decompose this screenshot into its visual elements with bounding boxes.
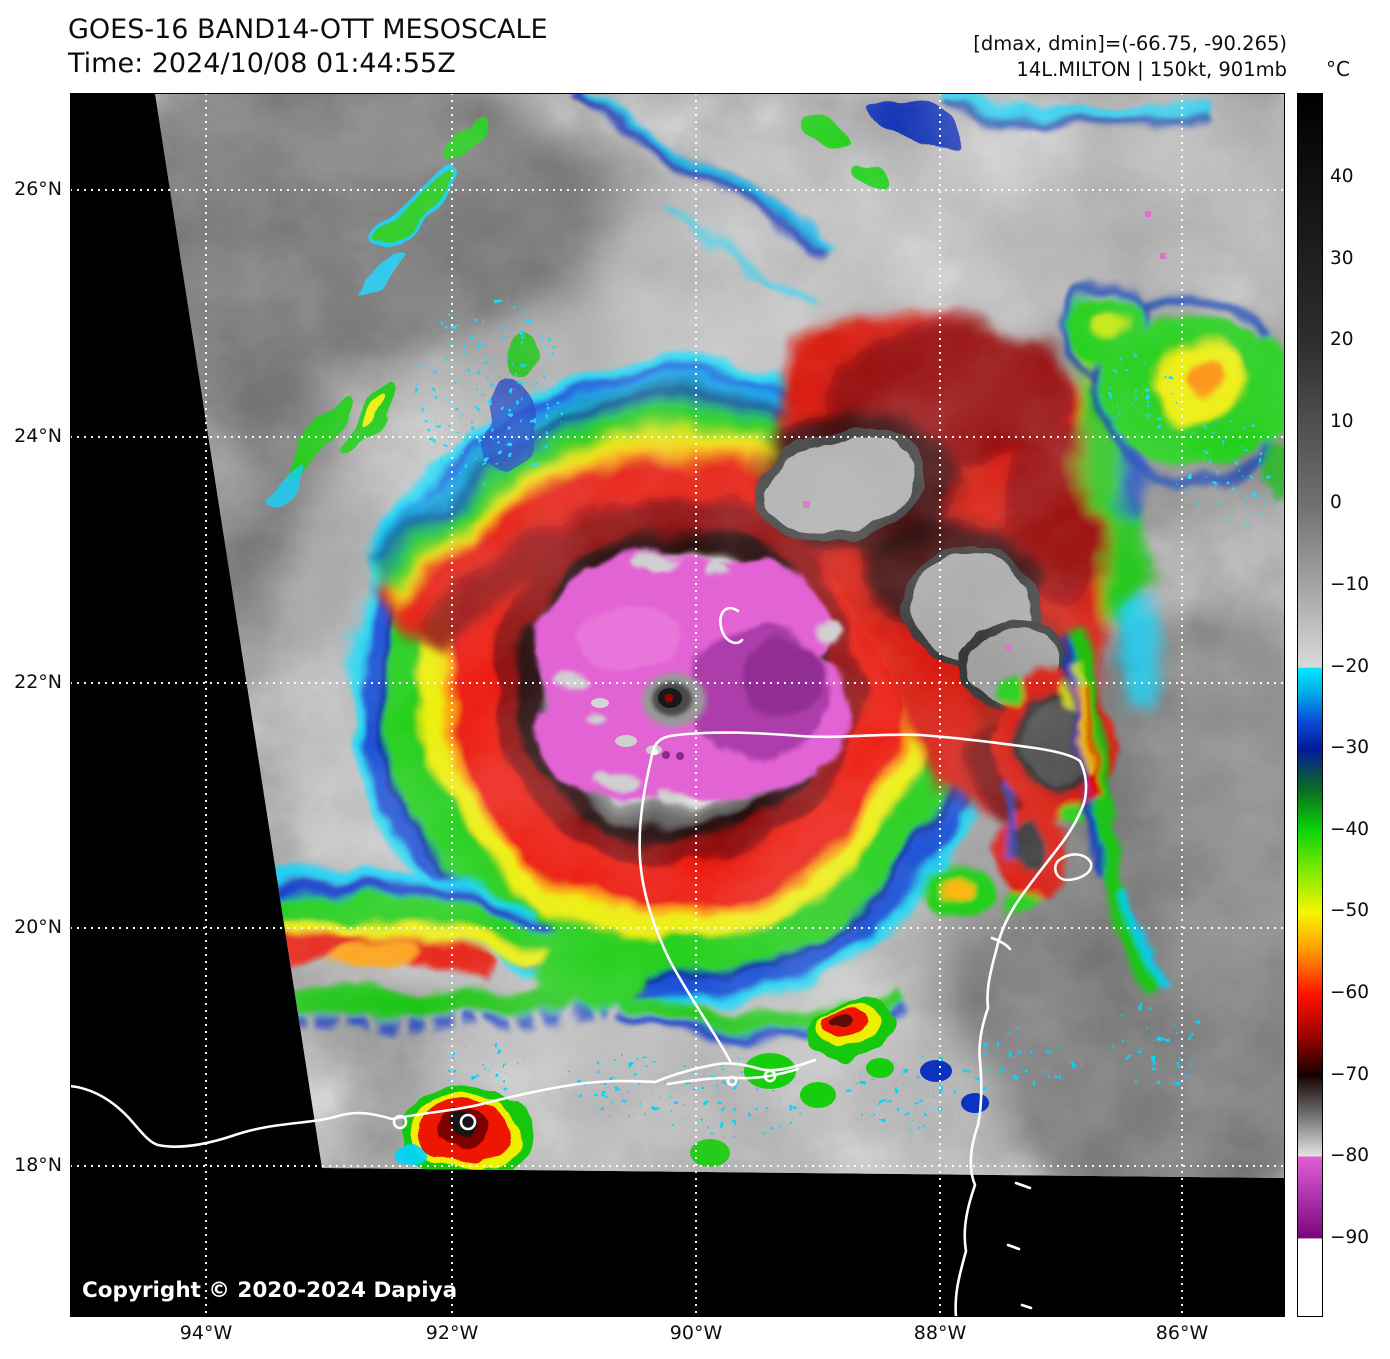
cold-cloud-tops [535, 551, 850, 801]
header-block: GOES-16 BAND14-OTT MESOSCALE Time: 2024/… [68, 13, 548, 81]
colorbar-tick: −70 [1330, 1064, 1370, 1085]
colorbar-tick: −80 [1330, 1145, 1370, 1166]
colorbar-tick: 30 [1330, 248, 1354, 269]
grid-lines [70, 93, 1285, 1317]
colorbar-tick: 40 [1330, 166, 1354, 187]
colorbar-tick: 20 [1330, 329, 1354, 350]
temperature-colorbar [1297, 93, 1323, 1317]
isolated-storm-cells [396, 999, 895, 1178]
colorbar-unit-label: °C [1326, 57, 1350, 81]
storm-info-block: [dmax, dmin]=(-66.75, -90.265) 14L.MILTO… [973, 31, 1287, 83]
copyright-label: Copyright © 2020-2024 Dapiya [82, 1278, 457, 1303]
colorbar-tick: −90 [1330, 1227, 1370, 1248]
coastline [70, 606, 1093, 1317]
lon-label: 90°W [669, 1322, 723, 1344]
map-border [70, 93, 1285, 1317]
lat-label: 20°N [14, 916, 62, 938]
southern-speckle-field [440, 998, 1210, 1167]
eastern-outer-band [1061, 631, 1172, 994]
storm-info-label: 14L.MILTON | 150kt, 901mb [1016, 58, 1287, 81]
lon-label: 86°W [1155, 1322, 1209, 1344]
lat-label: 22°N [14, 671, 62, 693]
colorbar-tick: 10 [1330, 411, 1354, 432]
colorbar-tick: −60 [1330, 982, 1370, 1003]
lon-label: 92°W [425, 1322, 479, 1344]
lon-label: 88°W [913, 1322, 967, 1344]
page-title: GOES-16 BAND14-OTT MESOSCALE [68, 14, 548, 45]
range-info-label: [dmax, dmin]=(-66.75, -90.265) [973, 32, 1287, 55]
colorbar-tick: −40 [1330, 819, 1370, 840]
colorbar-tick: −50 [1330, 900, 1370, 921]
lon-label: 94°W [179, 1322, 233, 1344]
hurricane-eye [591, 673, 706, 760]
satellite-map: Copyright © 2020-2024 Dapiya [70, 93, 1285, 1317]
colorbar-tick: −30 [1330, 737, 1370, 758]
colorbar-tick: 0 [1330, 492, 1342, 513]
colorbar-tick: −20 [1330, 656, 1370, 677]
timestamp-label: Time: 2024/10/08 01:44:55Z [68, 48, 456, 79]
colorbar-tick: −10 [1330, 574, 1370, 595]
lat-label: 18°N [14, 1154, 62, 1176]
lat-label: 26°N [14, 178, 62, 200]
lat-label: 24°N [14, 425, 62, 447]
